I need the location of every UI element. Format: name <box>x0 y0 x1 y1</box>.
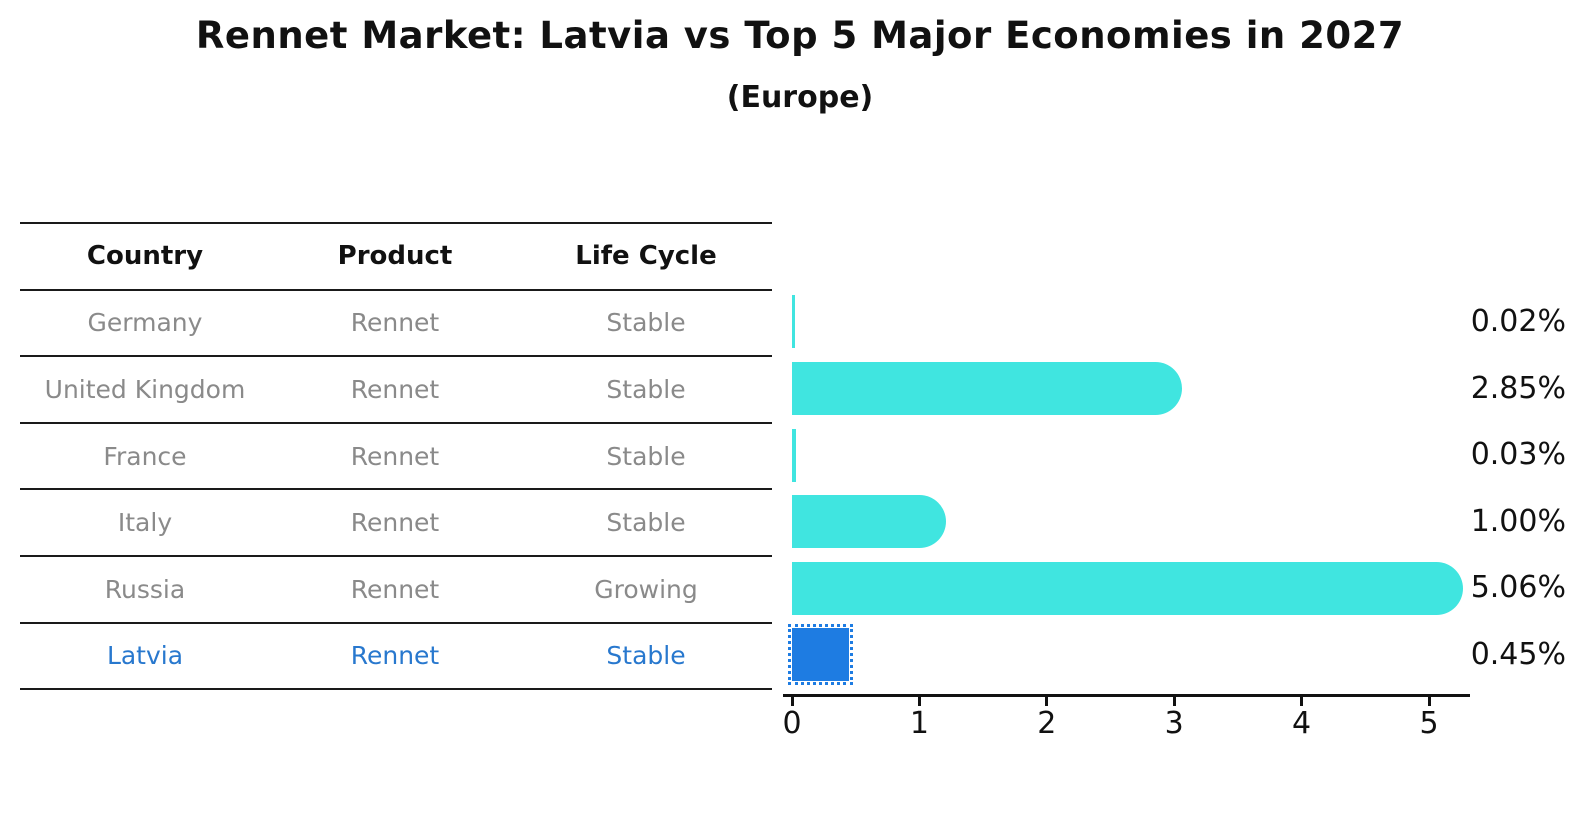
bar-value-label: 2.85% <box>1470 370 1566 406</box>
chart-subtitle: (Europe) <box>726 80 874 115</box>
table-header-row: Country Product Life Cycle <box>20 222 772 289</box>
cell-country: France <box>103 441 187 471</box>
cell-life-cycle: Stable <box>606 441 686 471</box>
cell-product: Rennet <box>350 641 440 671</box>
cell-product: Rennet <box>350 508 440 538</box>
bar-italy <box>792 495 946 549</box>
x-axis-line <box>783 694 1470 697</box>
cell-life-cycle: Stable <box>606 374 686 404</box>
bar-value-label: 0.03% <box>1470 437 1566 473</box>
cell-country: Country <box>86 241 204 272</box>
table-row-latvia: Latvia Rennet Stable <box>20 621 772 689</box>
cell-product: Rennet <box>350 308 440 338</box>
cell-country: Germany <box>87 308 203 338</box>
x-axis-tick-mark <box>1045 697 1049 706</box>
x-axis-tick-mark <box>1427 697 1431 706</box>
table-row-united-kingdom: United Kingdom Rennet Stable <box>20 355 772 422</box>
x-axis-tick-label: 0 <box>782 706 802 741</box>
x-axis-tick-label: 5 <box>1419 706 1439 741</box>
cell-product: Rennet <box>350 374 440 404</box>
x-axis-tick-label: 4 <box>1292 706 1312 741</box>
bar-value-label: 0.02% <box>1470 303 1566 339</box>
x-axis-tick-label: 2 <box>1037 706 1057 741</box>
cell-country: United Kingdom <box>44 374 246 404</box>
table-row-germany: Germany Rennet Stable <box>20 288 772 356</box>
bar-value-label: 1.00% <box>1470 503 1566 539</box>
cell-country: Italy <box>117 508 173 538</box>
cell-life-cycle: Stable <box>606 641 686 671</box>
cell-product: Rennet <box>350 441 440 471</box>
x-axis-tick-label: 1 <box>909 706 929 741</box>
x-axis-tick-mark <box>1172 697 1176 706</box>
cell-product: Product <box>337 241 453 272</box>
x-axis-tick-mark <box>1300 697 1304 706</box>
cell-country: Russia <box>104 574 186 604</box>
cell-life-cycle: Growing <box>594 574 698 604</box>
cell-life-cycle: Stable <box>606 308 686 338</box>
bar-latvia <box>787 624 854 686</box>
bar-value-label: 5.06% <box>1470 570 1566 606</box>
x-axis-tick-label: 3 <box>1164 706 1184 741</box>
cell-life-cycle: Life Cycle <box>575 241 717 272</box>
table-row-italy: Italy Rennet Stable <box>20 488 772 555</box>
bar-value-label: 0.45% <box>1470 636 1566 672</box>
bar-russia <box>792 561 1464 615</box>
cell-country: Latvia <box>106 641 184 671</box>
x-axis-tick-mark <box>917 697 921 706</box>
table-row-russia: Russia Rennet Growing <box>20 554 772 622</box>
country-table: Country Product Life Cycle Germany Rennet Sta… <box>20 222 772 691</box>
bar-france <box>792 428 796 482</box>
table-row-france: France Rennet Stable <box>20 421 772 489</box>
x-axis-tick-mark <box>790 697 794 706</box>
cell-life-cycle: Stable <box>606 508 686 538</box>
chart-title: Rennet Market: Latvia vs Top 5 Major Eco… <box>195 14 1405 57</box>
bar-germany <box>792 295 795 349</box>
bar-united-kingdom <box>792 362 1182 415</box>
cell-product: Rennet <box>350 574 440 604</box>
